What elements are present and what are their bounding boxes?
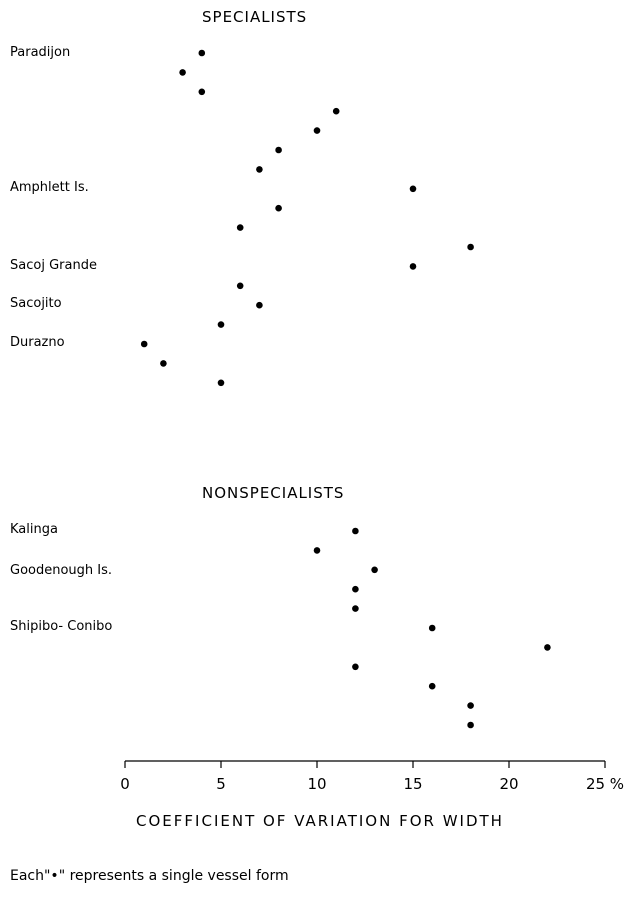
data-point [352,585,359,593]
data-point [256,301,263,309]
label-kalinga: Kalinga [10,522,58,537]
label-paradijon: Paradijon [10,45,71,60]
x-axis-title: COEFFICIENT OF VARIATION FOR WIDTH [136,812,504,830]
label-goodenough-is: Goodenough Is. [10,563,113,578]
data-point [467,721,474,729]
data-point [140,340,148,348]
data-point [428,682,436,690]
data-point [198,88,206,96]
label-amphlett-is: Amphlett Is. [10,180,89,195]
specialists-title: SPECIALISTS [202,8,308,26]
x-tick-label: 25 % [586,775,624,793]
data-point [428,624,436,632]
data-point [352,663,359,671]
x-tick-label: 15 [403,775,422,793]
data-point [217,379,225,387]
data-point [198,49,206,57]
data-point [179,69,186,76]
data-point [467,702,474,709]
data-point [236,224,244,231]
label-sacoj-grande: Sacoj Grande [10,258,97,273]
data-point [409,263,417,270]
x-tick-label: 5 [216,775,226,793]
data-point [160,360,167,367]
data-point [275,204,282,212]
data-point [544,644,551,651]
data-point [313,547,321,554]
data-point [371,566,378,574]
data-point [352,527,359,535]
x-tick-label: 10 [307,775,326,793]
data-point [409,185,417,193]
data-point [217,321,225,328]
data-point [332,107,340,115]
data-point [256,166,263,173]
data-point [467,243,474,251]
data-point [313,127,321,134]
data-point [352,605,359,612]
data-point [236,282,244,290]
label-shipibo-conibo: Shipibo- Conibo [10,619,113,634]
label-durazno: Durazno [10,335,65,350]
x-tick-label: 20 [499,775,518,793]
data-point [275,146,282,154]
legend-note: Each"•" represents a single vessel form [10,868,289,884]
x-tick-label: 0 [120,775,130,793]
label-sacojito: Sacojito [10,296,62,311]
nonspecialists-title: NONSPECIALISTS [202,484,345,502]
